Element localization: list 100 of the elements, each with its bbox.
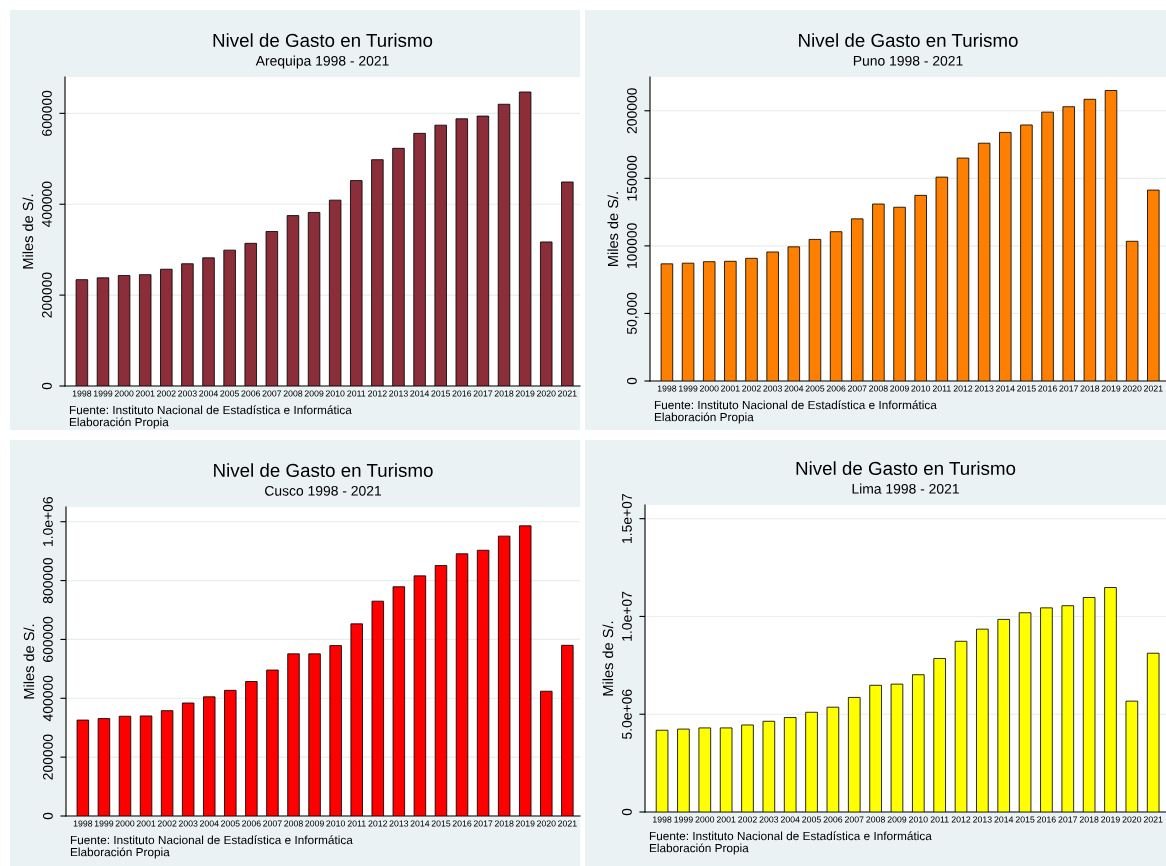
x-tick-label: 2013 [389,390,408,397]
x-tick-label: 2009 [304,390,324,397]
y-tick-label: 0 [42,382,52,390]
x-tick-label: 2005 [805,385,825,392]
x-tick-label: 2001 [136,820,156,827]
x-tick-label: 2009 [890,385,909,392]
x-tick-label: 2010 [325,390,345,397]
x-tick-label: 2005 [220,390,239,397]
x-tick-label: 2012 [953,385,973,392]
x-tick-label: 2020 [537,820,556,827]
y-tick-label: 400000 [42,181,52,228]
y-axis-title: Miles de S/. [23,624,35,699]
y-tick-label: 0 [43,812,53,820]
x-tick-label: 2003 [763,385,782,392]
chart-title: Nivel de Gasto en Turismo [799,33,1018,48]
chart-title: Nivel de Gasto en Turismo [214,463,433,478]
source-note: Fuente: Instituto Nacional de Estadística e Informática [654,400,937,410]
x-tick-label: 2002 [742,385,761,392]
x-tick-label: 2008 [866,816,885,823]
x-tick-label: 2010 [911,385,931,392]
x-tick-label: 2001 [721,385,740,392]
y-axis-title: Miles de S/. [602,621,614,696]
x-tick-label: 2013 [973,816,992,823]
text: Elaboración Propia [69,417,169,429]
x-tick-label: 2011 [347,390,366,397]
x-tick-label: 2010 [326,820,346,827]
x-tick-label: 2007 [262,390,282,397]
y-tick-label: 150000 [627,155,637,201]
x-tick-label: 2019 [515,820,535,827]
x-tick-label: 2018 [1080,385,1100,392]
x-tick-label: 2003 [178,820,198,827]
x-tick-label: 1999 [674,816,693,823]
chart-title: Nivel de Gasto en Turismo [213,33,433,48]
x-tick-label: 2021 [558,390,577,397]
chart-subtitle: Cusco 1998 - 2021 [265,485,382,496]
x-tick-label: 2016 [1037,816,1056,823]
y-tick-label: 200000 [42,272,52,318]
x-tick-label: 2015 [1015,816,1035,823]
x-tick-label: 2004 [199,390,218,397]
y-tick-label: 600000 [43,616,53,662]
x-tick-label: 2017 [1059,385,1079,392]
chart-subtitle: Arequipa 1998 - 2021 [255,55,389,69]
y-tick-label: 800000 [43,557,53,604]
x-tick-label: 2019 [1101,816,1120,823]
x-tick-label: 2007 [844,816,864,823]
x-tick-label: 2012 [951,816,971,823]
y-tick-label: 200000 [43,734,53,780]
x-tick-label: 2020 [1122,385,1142,392]
x-tick-label: 2018 [494,820,514,827]
x-tick-label: 2000 [695,816,715,823]
x-tick-label: 2006 [241,390,261,397]
x-tick-label: 2000 [114,390,134,397]
x-tick-label: 2000 [699,385,719,392]
x-tick-label: 2020 [536,390,556,397]
x-tick-label: 2008 [283,390,303,397]
x-tick-label: 2014 [995,385,1015,392]
y-tick-label: 200000 [627,88,637,134]
x-tick-label: 2003 [178,390,197,397]
chart-title: Nivel de Gasto en Turismo [796,461,1016,476]
x-tick-label: 2017 [1058,816,1078,823]
chart-subtitle: Puno 1998 - 2021 [853,55,963,66]
x-tick-label: 2004 [199,820,219,827]
x-tick-label: 2016 [452,390,472,397]
x-tick-label: 2010 [909,816,928,823]
x-tick-label: 2011 [930,816,949,823]
x-tick-label: 2018 [1079,816,1099,823]
x-tick-label: 2015 [1017,385,1036,392]
x-tick-label: 2008 [869,385,888,392]
x-tick-label: 2001 [135,390,155,397]
x-tick-label: 2016 [1038,385,1057,392]
y-tick-label: 0 [622,808,632,816]
y-tick-label: 100000 [627,223,637,268]
x-tick-label: 2009 [887,816,907,823]
x-tick-label: 2021 [1144,385,1163,392]
x-tick-label: 2021 [1143,816,1163,823]
x-tick-label: 2006 [826,385,846,392]
x-tick-label: 1999 [679,385,698,392]
x-tick-label: 2012 [368,820,388,827]
y-tick-label: 50,000 [627,292,639,335]
text: Elaboración Propia [70,847,170,859]
x-tick-label: 1998 [72,390,92,397]
x-tick-label: 2005 [221,820,240,827]
x-tick-label: 2013 [974,385,994,392]
x-tick-label: 2014 [410,390,430,397]
x-tick-label: 2011 [347,820,366,827]
x-tick-label: 2019 [515,390,535,397]
x-tick-label: 2006 [242,820,261,827]
y-tick-label: 400000 [43,675,53,722]
x-tick-label: 2018 [494,390,514,397]
y-tick-label: 5.0e+06 [622,689,632,739]
y-tick-label: 600000 [42,90,52,136]
x-tick-label: 2011 [932,385,951,392]
x-tick-label: 2003 [759,816,779,823]
x-tick-label: 2014 [410,820,430,827]
y-tick-label: 1.0e+07 [622,591,632,641]
x-tick-label: 2017 [473,390,493,397]
y-axis-title: Miles de S/. [607,192,619,266]
x-tick-label: 1998 [73,820,93,827]
x-tick-label: 2021 [558,820,577,827]
x-tick-label: 1999 [94,820,114,827]
